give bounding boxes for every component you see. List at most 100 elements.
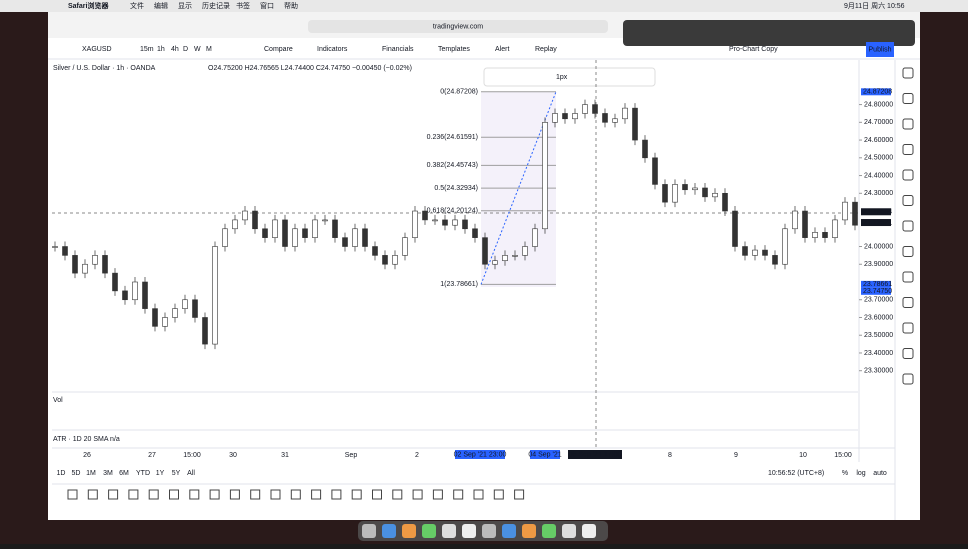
sidebar-icon[interactable] [902,67,914,79]
drawing-tool[interactable] [432,489,443,500]
drawing-tool[interactable] [87,489,98,500]
toolbar-button[interactable]: Indicators [317,46,348,53]
dock-icon[interactable] [482,524,496,538]
range-button[interactable]: 1D [57,470,66,477]
drawing-tool[interactable] [493,489,504,500]
menu-item[interactable]: 文件 [130,1,144,10]
time-badge-label: 04 Sep '21 [528,451,561,458]
dock-icon[interactable] [582,524,596,538]
menu-item[interactable]: 历史记录 [202,1,230,10]
range-button[interactable]: 5D [72,470,81,477]
candle [452,219,458,226]
dock-icon[interactable] [542,524,556,538]
drawing-tool[interactable] [290,489,301,500]
dock-icon[interactable] [402,524,416,538]
sidebar-icon[interactable] [902,220,914,232]
toolbar-button[interactable]: Compare [264,46,293,53]
toolbar-button[interactable]: Templates [438,46,470,53]
toolbar-button[interactable]: Alert [495,46,509,53]
range-button[interactable]: All [187,470,195,477]
dock-icon[interactable] [362,524,376,538]
candle [412,210,418,238]
sidebar-icon[interactable] [902,195,914,206]
candle [302,228,308,238]
menu-item[interactable]: 窗口 [260,1,274,10]
candle [312,219,318,238]
menu-item[interactable]: 编辑 [154,1,168,10]
sidebar-icon[interactable] [902,373,914,385]
sidebar-icon[interactable] [902,93,914,104]
range-button[interactable]: 1Y [156,470,165,477]
sidebar-icon[interactable] [902,322,914,334]
drawing-tool[interactable] [311,489,322,500]
drawing-tool[interactable] [331,489,342,500]
range-button[interactable]: 5Y [172,470,181,477]
candle [522,246,528,256]
dock-icon[interactable] [462,524,476,538]
drawing-tool[interactable] [189,489,200,500]
interval[interactable]: 15m [140,46,154,53]
candle [532,228,538,247]
range-button[interactable]: 3M [103,470,113,477]
sidebar-icon[interactable] [902,169,914,181]
layout-name[interactable]: Pro-Chart Copy [729,46,778,53]
candle [352,228,358,247]
sidebar-icon[interactable] [902,348,914,359]
app-name: Safari浏览器 [68,1,109,10]
sidebar-icon[interactable] [902,246,914,257]
url-field[interactable] [308,20,608,33]
interval[interactable]: M [206,46,212,53]
price-badge-label: 23.74750 [863,288,892,295]
dock-icon[interactable] [522,524,536,538]
candle [792,210,798,230]
drawing-tool[interactable] [453,489,464,500]
sidebar-icon[interactable] [902,297,914,308]
x-tick-label: Sep [345,452,358,459]
range-button[interactable]: YTD [136,470,150,477]
sidebar-icon[interactable] [902,144,914,155]
interval[interactable]: 1h [157,46,165,53]
drawing-tool[interactable] [148,489,159,500]
drawing-tool[interactable] [108,489,119,500]
drawing-tool[interactable] [209,489,220,500]
drawing-tool[interactable] [372,489,382,500]
dock-icon[interactable] [442,524,456,538]
menu-item[interactable]: 帮助 [284,1,298,10]
interval[interactable]: 4h [171,46,179,53]
drawing-tool[interactable] [270,489,281,500]
range-button[interactable]: 6M [119,470,129,477]
drawing-tool[interactable] [128,489,139,500]
drawing-tool[interactable] [351,489,362,500]
sidebar-icon[interactable] [902,271,914,283]
drawing-tool[interactable] [250,489,261,500]
symbol[interactable]: XAGUSD [82,46,112,53]
drawing-tool[interactable] [514,489,525,500]
axis-option[interactable]: auto [873,470,887,477]
dock-icon[interactable] [502,524,516,538]
candle [62,246,68,256]
dock-icon[interactable] [562,524,576,538]
candle [562,113,568,120]
time-badge-label: 02 Sep '21 23:00 [454,451,507,458]
drawing-tool[interactable] [229,489,240,500]
interval[interactable]: W [194,46,201,53]
toolbar-button[interactable]: Replay [535,46,557,53]
publish-label[interactable]: Publish [869,46,892,53]
toolbar-button[interactable]: Financials [382,46,414,53]
sidebar-icon[interactable] [902,118,914,130]
interval[interactable]: D [183,46,188,53]
publish-button[interactable] [866,42,894,57]
axis-option[interactable]: % [842,470,848,477]
menu-item[interactable]: 显示 [178,2,192,10]
dock-icon[interactable] [422,524,436,538]
drawing-tool[interactable] [473,489,484,500]
dock-icon[interactable] [382,524,396,538]
axis-option[interactable]: log [856,470,865,477]
menu-item[interactable]: 书签 [236,1,250,10]
drawing-tool[interactable] [67,489,78,500]
drawing-tool[interactable] [392,489,403,500]
drawing-tool[interactable] [169,489,179,500]
drawing-tool[interactable] [412,489,423,500]
range-button[interactable]: 1M [86,470,96,477]
y-tick-label: 23.60000 [864,314,893,321]
